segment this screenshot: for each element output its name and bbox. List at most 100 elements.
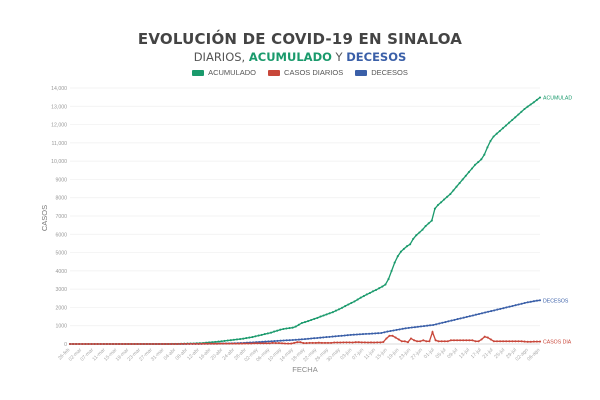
data-point-decesos[interactable]: [523, 301, 526, 305]
data-point-casos-diarios[interactable]: [320, 341, 323, 344]
data-point-decesos[interactable]: [285, 339, 288, 342]
data-point-decesos[interactable]: [511, 304, 514, 308]
data-point-casos-diarios[interactable]: [170, 342, 173, 346]
data-point-acumulado[interactable]: [498, 129, 501, 133]
data-point-decesos[interactable]: [270, 340, 273, 343]
data-point-casos-diarios[interactable]: [474, 340, 477, 343]
data-point-acumulado[interactable]: [273, 330, 276, 333]
data-point-acumulado[interactable]: [492, 135, 495, 138]
data-point-acumulado[interactable]: [334, 309, 337, 312]
data-point-casos-diarios[interactable]: [93, 342, 96, 346]
data-point-acumulado[interactable]: [350, 301, 353, 304]
data-point-decesos[interactable]: [484, 311, 487, 314]
data-point-decesos[interactable]: [261, 340, 264, 343]
data-point-acumulado[interactable]: [368, 291, 371, 295]
data-point-acumulado[interactable]: [520, 110, 523, 113]
data-point-casos-diarios[interactable]: [428, 340, 431, 343]
data-point-casos-diarios[interactable]: [99, 342, 102, 346]
data-point-casos-diarios[interactable]: [290, 342, 293, 345]
data-point-casos-diarios[interactable]: [354, 341, 357, 344]
data-point-decesos[interactable]: [361, 333, 365, 336]
data-point-casos-diarios[interactable]: [145, 342, 148, 346]
data-point-acumulado[interactable]: [538, 96, 542, 99]
data-point-casos-diarios[interactable]: [437, 340, 440, 343]
data-point-casos-diarios[interactable]: [197, 342, 201, 345]
data-point-acumulado[interactable]: [526, 105, 529, 108]
data-point-casos-diarios[interactable]: [373, 341, 376, 344]
data-point-decesos[interactable]: [465, 315, 468, 318]
data-point-acumulado[interactable]: [303, 321, 307, 324]
data-point-casos-diarios[interactable]: [78, 342, 81, 346]
data-point-casos-diarios[interactable]: [477, 340, 480, 343]
data-point-decesos[interactable]: [389, 329, 392, 333]
data-point-casos-diarios[interactable]: [489, 338, 492, 341]
data-point-casos-diarios[interactable]: [296, 341, 299, 344]
data-point-casos-diarios[interactable]: [529, 340, 532, 343]
data-point-acumulado[interactable]: [529, 103, 532, 106]
data-point-acumulado[interactable]: [300, 321, 303, 325]
data-point-decesos[interactable]: [477, 312, 481, 316]
data-point-casos-diarios[interactable]: [425, 340, 428, 343]
data-point-casos-diarios[interactable]: [207, 342, 210, 345]
legend-item-casos-diarios[interactable]: CASOS DIARIOS: [268, 68, 343, 77]
data-point-casos-diarios[interactable]: [336, 341, 339, 344]
data-point-casos-diarios[interactable]: [366, 341, 370, 344]
data-point-casos-diarios[interactable]: [508, 340, 511, 343]
data-point-acumulado[interactable]: [269, 331, 273, 334]
data-point-acumulado[interactable]: [440, 201, 443, 204]
data-point-casos-diarios[interactable]: [526, 340, 529, 343]
data-point-acumulado[interactable]: [307, 320, 310, 323]
data-point-casos-diarios[interactable]: [465, 339, 468, 342]
data-point-acumulado[interactable]: [424, 225, 427, 228]
data-point-casos-diarios[interactable]: [179, 342, 182, 345]
data-point-acumulado[interactable]: [514, 116, 517, 119]
data-point-acumulado[interactable]: [282, 327, 285, 331]
data-point-decesos[interactable]: [267, 340, 270, 343]
data-point-casos-diarios[interactable]: [216, 342, 219, 345]
data-point-casos-diarios[interactable]: [259, 342, 262, 345]
data-point-acumulado[interactable]: [294, 325, 297, 328]
data-point-casos-diarios[interactable]: [462, 339, 465, 342]
data-point-decesos[interactable]: [386, 330, 389, 333]
data-point-decesos[interactable]: [441, 321, 444, 324]
data-point-decesos[interactable]: [499, 307, 502, 310]
data-point-casos-diarios[interactable]: [495, 340, 499, 343]
data-point-casos-diarios[interactable]: [271, 341, 274, 344]
data-point-casos-diarios[interactable]: [244, 342, 247, 345]
data-point-acumulado[interactable]: [310, 318, 313, 322]
data-point-casos-diarios[interactable]: [262, 342, 265, 345]
data-point-casos-diarios[interactable]: [201, 342, 204, 345]
data-point-casos-diarios[interactable]: [480, 338, 483, 341]
data-point-decesos[interactable]: [419, 325, 423, 328]
data-point-decesos[interactable]: [410, 326, 413, 329]
data-point-casos-diarios[interactable]: [268, 342, 271, 345]
data-point-decesos[interactable]: [450, 319, 453, 322]
data-point-casos-diarios[interactable]: [127, 342, 130, 346]
data-point-decesos[interactable]: [422, 325, 426, 328]
data-point-acumulado[interactable]: [266, 332, 269, 335]
data-point-decesos[interactable]: [493, 309, 496, 312]
data-point-acumulado[interactable]: [356, 298, 359, 301]
data-point-casos-diarios[interactable]: [369, 341, 373, 344]
data-point-decesos[interactable]: [535, 299, 538, 302]
data-point-acumulado[interactable]: [477, 161, 480, 164]
data-point-casos-diarios[interactable]: [342, 341, 345, 344]
data-point-casos-diarios[interactable]: [222, 342, 225, 345]
data-point-acumulado[interactable]: [248, 336, 251, 339]
data-point-decesos[interactable]: [377, 332, 380, 335]
data-point-casos-diarios[interactable]: [237, 342, 241, 345]
data-point-decesos[interactable]: [300, 338, 303, 341]
data-point-acumulado[interactable]: [405, 245, 409, 248]
data-point-casos-diarios[interactable]: [520, 340, 523, 343]
data-point-casos-diarios[interactable]: [468, 339, 471, 342]
data-point-acumulado[interactable]: [232, 338, 235, 341]
data-point-decesos[interactable]: [514, 304, 517, 307]
data-point-decesos[interactable]: [526, 301, 529, 304]
data-point-decesos[interactable]: [331, 335, 334, 338]
data-point-casos-diarios[interactable]: [90, 342, 93, 346]
data-point-casos-diarios[interactable]: [492, 340, 495, 343]
data-point-acumulado[interactable]: [251, 336, 254, 339]
data-point-decesos[interactable]: [395, 328, 398, 331]
data-point-casos-diarios[interactable]: [204, 342, 207, 345]
data-point-casos-diarios[interactable]: [265, 342, 268, 345]
